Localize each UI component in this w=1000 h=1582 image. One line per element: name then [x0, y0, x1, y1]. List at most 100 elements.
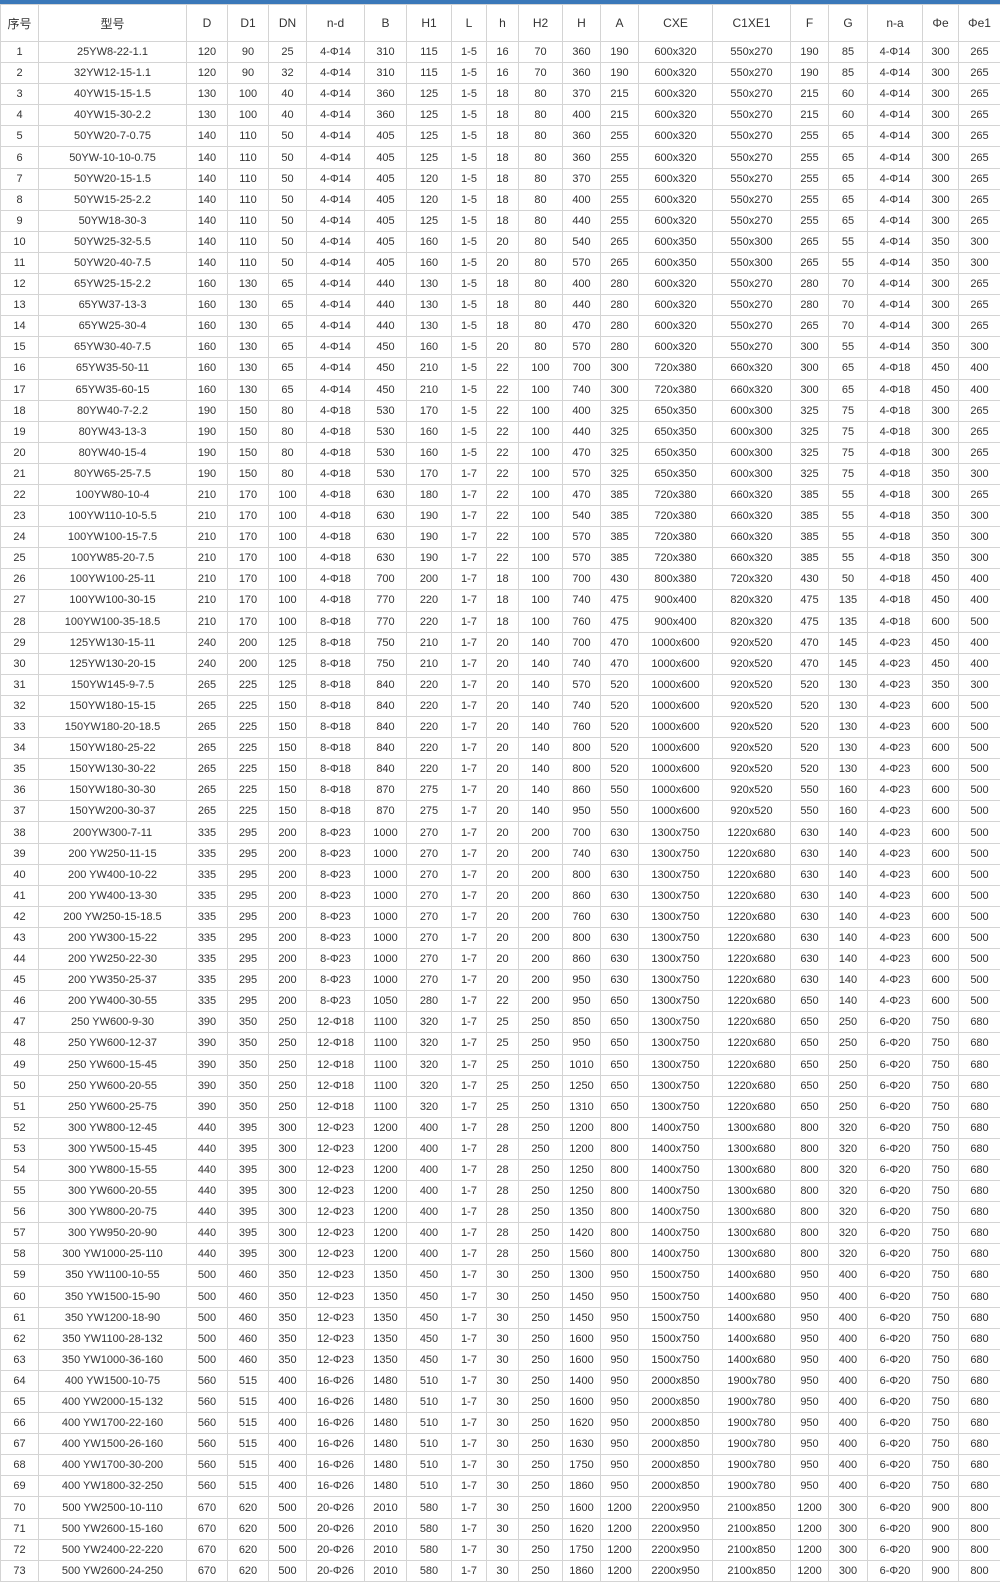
table-cell-index: 3	[1, 84, 39, 105]
table-cell-DN: 100	[269, 590, 307, 611]
table-cell-H: 1250	[563, 1159, 601, 1180]
table-cell-h: 20	[487, 632, 519, 653]
table-cell-model: 125YW130-15-11	[39, 632, 187, 653]
table-cell-D1: 150	[228, 421, 269, 442]
table-cell-H1: 270	[407, 927, 452, 948]
table-cell-B: 440	[365, 295, 407, 316]
table-cell-D1: 295	[228, 864, 269, 885]
table-cell-n-a: 4-Φ23	[868, 717, 923, 738]
table-cell-n-a: 6-Φ20	[868, 1223, 923, 1244]
table-cell-phi-e: 600	[923, 864, 959, 885]
table-cell-CXE: 1300x750	[639, 885, 713, 906]
table-cell-B: 1480	[365, 1370, 407, 1391]
table-cell-phi-e1: 300	[959, 337, 1000, 358]
table-cell-H: 860	[563, 949, 601, 970]
table-cell-H1: 120	[407, 189, 452, 210]
table-cell-H: 860	[563, 780, 601, 801]
table-cell-phi-e: 350	[923, 337, 959, 358]
table-cell-CXE: 2200x950	[639, 1518, 713, 1539]
table-cell-n-d: 16-Φ26	[307, 1434, 365, 1455]
table-cell-n-a: 4-Φ18	[868, 379, 923, 400]
table-cell-model: 350 YW1000-36-160	[39, 1349, 187, 1370]
table-cell-H1: 170	[407, 463, 452, 484]
table-cell-n-d: 8-Φ23	[307, 949, 365, 970]
table-cell-n-a: 4-Φ14	[868, 147, 923, 168]
table-cell-n-d: 12-Φ23	[307, 1181, 365, 1202]
table-cell-H1: 270	[407, 949, 452, 970]
table-cell-A: 430	[601, 569, 639, 590]
table-cell-CXE: 1300x750	[639, 1033, 713, 1054]
table-cell-model: 300 YW800-15-55	[39, 1159, 187, 1180]
table-cell-H1: 580	[407, 1518, 452, 1539]
table-cell-phi-e1: 500	[959, 801, 1000, 822]
table-cell-F: 630	[791, 906, 829, 927]
table-cell-F: 950	[791, 1349, 829, 1370]
table-cell-H: 850	[563, 1012, 601, 1033]
table-cell-C1XE1: 550x300	[713, 252, 791, 273]
table-cell-phi-e1: 500	[959, 822, 1000, 843]
table-cell-h: 30	[487, 1434, 519, 1455]
table-cell-h: 18	[487, 295, 519, 316]
table-cell-index: 72	[1, 1539, 39, 1560]
table-cell-H2: 100	[519, 421, 563, 442]
table-cell-C1XE1: 920x520	[713, 632, 791, 653]
table-cell-D: 390	[187, 1075, 228, 1096]
table-cell-DN: 50	[269, 126, 307, 147]
table-cell-F: 800	[791, 1202, 829, 1223]
table-cell-DN: 40	[269, 105, 307, 126]
table-cell-n-a: 6-Φ20	[868, 1265, 923, 1286]
table-cell-phi-e: 600	[923, 759, 959, 780]
table-cell-D1: 130	[228, 337, 269, 358]
table-cell-H1: 160	[407, 442, 452, 463]
table-cell-h: 20	[487, 970, 519, 991]
table-cell-n-d: 4-Φ14	[307, 42, 365, 63]
table-cell-D: 335	[187, 822, 228, 843]
table-cell-D: 265	[187, 674, 228, 695]
table-cell-model: 100YW100-15-7.5	[39, 527, 187, 548]
table-cell-C1XE1: 550x300	[713, 231, 791, 252]
table-cell-phi-e1: 265	[959, 274, 1000, 295]
table-cell-model: 65YW37-13-3	[39, 295, 187, 316]
table-cell-L: 1-7	[452, 1518, 487, 1539]
table-cell-D1: 170	[228, 484, 269, 505]
header-cell-n-a: n-a	[868, 5, 923, 42]
table-cell-h: 18	[487, 210, 519, 231]
table-cell-model: 50YW18-30-3	[39, 210, 187, 231]
table-cell-A: 800	[601, 1223, 639, 1244]
table-cell-phi-e1: 500	[959, 949, 1000, 970]
table-cell-D: 440	[187, 1181, 228, 1202]
table-cell-C1XE1: 550x270	[713, 42, 791, 63]
table-cell-phi-e1: 300	[959, 463, 1000, 484]
table-cell-B: 1000	[365, 885, 407, 906]
table-cell-B: 1000	[365, 949, 407, 970]
table-cell-A: 280	[601, 337, 639, 358]
table-cell-DN: 150	[269, 695, 307, 716]
table-cell-CXE: 1300x750	[639, 843, 713, 864]
table-cell-index: 33	[1, 717, 39, 738]
table-cell-F: 630	[791, 949, 829, 970]
table-cell-index: 56	[1, 1202, 39, 1223]
table-cell-index: 30	[1, 653, 39, 674]
table-cell-B: 1200	[365, 1202, 407, 1223]
table-cell-H: 440	[563, 295, 601, 316]
table-cell-H: 740	[563, 379, 601, 400]
table-cell-H2: 200	[519, 906, 563, 927]
table-cell-B: 770	[365, 590, 407, 611]
table-cell-H1: 510	[407, 1413, 452, 1434]
table-cell-n-d: 4-Φ14	[307, 358, 365, 379]
table-cell-H: 1600	[563, 1392, 601, 1413]
table-cell-H: 700	[563, 632, 601, 653]
table-cell-A: 800	[601, 1117, 639, 1138]
table-cell-CXE: 1000x600	[639, 717, 713, 738]
table-cell-H2: 250	[519, 1539, 563, 1560]
table-cell-A: 550	[601, 780, 639, 801]
table-cell-CXE: 2200x950	[639, 1560, 713, 1581]
table-cell-L: 1-5	[452, 105, 487, 126]
table-cell-H: 470	[563, 484, 601, 505]
